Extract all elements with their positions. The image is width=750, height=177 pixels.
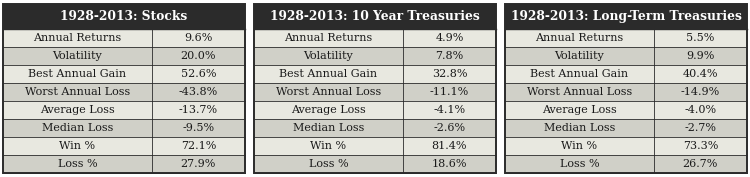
Text: 1928-2013: Stocks: 1928-2013: Stocks	[60, 10, 188, 23]
Text: 5.5%: 5.5%	[686, 33, 715, 43]
Bar	[505, 47, 747, 65]
Bar	[254, 47, 496, 65]
Bar	[254, 119, 496, 137]
Bar	[254, 29, 496, 47]
Bar	[505, 119, 747, 137]
Text: Win %: Win %	[59, 141, 95, 151]
Text: 20.0%: 20.0%	[181, 51, 216, 61]
Text: Median Loss: Median Loss	[292, 123, 364, 133]
Text: Annual Returns: Annual Returns	[33, 33, 122, 43]
Text: -43.8%: -43.8%	[178, 87, 218, 97]
Text: -2.7%: -2.7%	[685, 123, 716, 133]
Bar	[254, 65, 496, 83]
Text: Worst Annual Loss: Worst Annual Loss	[25, 87, 130, 97]
Text: Average Loss: Average Loss	[542, 105, 616, 115]
Bar	[3, 4, 245, 29]
Bar	[505, 137, 747, 155]
Bar	[505, 101, 747, 119]
Text: 7.8%: 7.8%	[435, 51, 463, 61]
Bar	[3, 47, 245, 65]
Text: 52.6%: 52.6%	[181, 69, 216, 79]
Text: -4.1%: -4.1%	[433, 105, 466, 115]
Bar	[254, 4, 496, 29]
Text: Win %: Win %	[561, 141, 598, 151]
Text: Worst Annual Loss: Worst Annual Loss	[526, 87, 632, 97]
Text: 26.7%: 26.7%	[682, 159, 718, 169]
Bar	[3, 155, 245, 173]
Text: Loss %: Loss %	[308, 159, 348, 169]
Bar	[254, 83, 496, 101]
Text: Annual Returns: Annual Returns	[284, 33, 373, 43]
Bar	[505, 65, 747, 83]
Bar	[254, 101, 496, 119]
Text: 72.1%: 72.1%	[181, 141, 216, 151]
Text: Volatility: Volatility	[53, 51, 102, 61]
Text: Loss %: Loss %	[560, 159, 599, 169]
Text: Best Annual Gain: Best Annual Gain	[530, 69, 628, 79]
Text: 1928-2013: Long-Term Treasuries: 1928-2013: Long-Term Treasuries	[511, 10, 742, 23]
Text: 18.6%: 18.6%	[432, 159, 467, 169]
Bar	[254, 4, 496, 173]
Text: 4.9%: 4.9%	[435, 33, 463, 43]
Text: 40.4%: 40.4%	[682, 69, 718, 79]
Text: Loss %: Loss %	[58, 159, 98, 169]
Text: Average Loss: Average Loss	[40, 105, 115, 115]
Text: -2.6%: -2.6%	[433, 123, 466, 133]
Text: 27.9%: 27.9%	[181, 159, 216, 169]
Text: -14.9%: -14.9%	[681, 87, 720, 97]
Text: -4.0%: -4.0%	[684, 105, 716, 115]
Text: -13.7%: -13.7%	[178, 105, 218, 115]
Bar	[505, 83, 747, 101]
Text: 81.4%: 81.4%	[432, 141, 467, 151]
Bar	[3, 101, 245, 119]
Text: 9.6%: 9.6%	[184, 33, 212, 43]
Text: 32.8%: 32.8%	[432, 69, 467, 79]
Text: Worst Annual Loss: Worst Annual Loss	[276, 87, 381, 97]
Bar	[254, 155, 496, 173]
Text: Best Annual Gain: Best Annual Gain	[28, 69, 127, 79]
Text: Median Loss: Median Loss	[42, 123, 113, 133]
Bar	[3, 4, 245, 173]
Text: Median Loss: Median Loss	[544, 123, 615, 133]
Text: Volatility: Volatility	[554, 51, 604, 61]
Text: Annual Returns: Annual Returns	[536, 33, 623, 43]
Text: Average Loss: Average Loss	[291, 105, 366, 115]
Text: Best Annual Gain: Best Annual Gain	[279, 69, 377, 79]
Text: -9.5%: -9.5%	[182, 123, 214, 133]
Text: 1928-2013: 10 Year Treasuries: 1928-2013: 10 Year Treasuries	[270, 10, 480, 23]
Bar	[254, 137, 496, 155]
Text: Volatility: Volatility	[304, 51, 353, 61]
Text: 9.9%: 9.9%	[686, 51, 715, 61]
Text: -11.1%: -11.1%	[430, 87, 469, 97]
Text: Win %: Win %	[310, 141, 346, 151]
Bar	[3, 65, 245, 83]
Text: 73.3%: 73.3%	[682, 141, 718, 151]
Bar	[3, 29, 245, 47]
Bar	[505, 29, 747, 47]
Bar	[505, 4, 747, 29]
Bar	[505, 4, 747, 173]
Bar	[3, 119, 245, 137]
Bar	[505, 155, 747, 173]
Bar	[3, 83, 245, 101]
Bar	[3, 137, 245, 155]
